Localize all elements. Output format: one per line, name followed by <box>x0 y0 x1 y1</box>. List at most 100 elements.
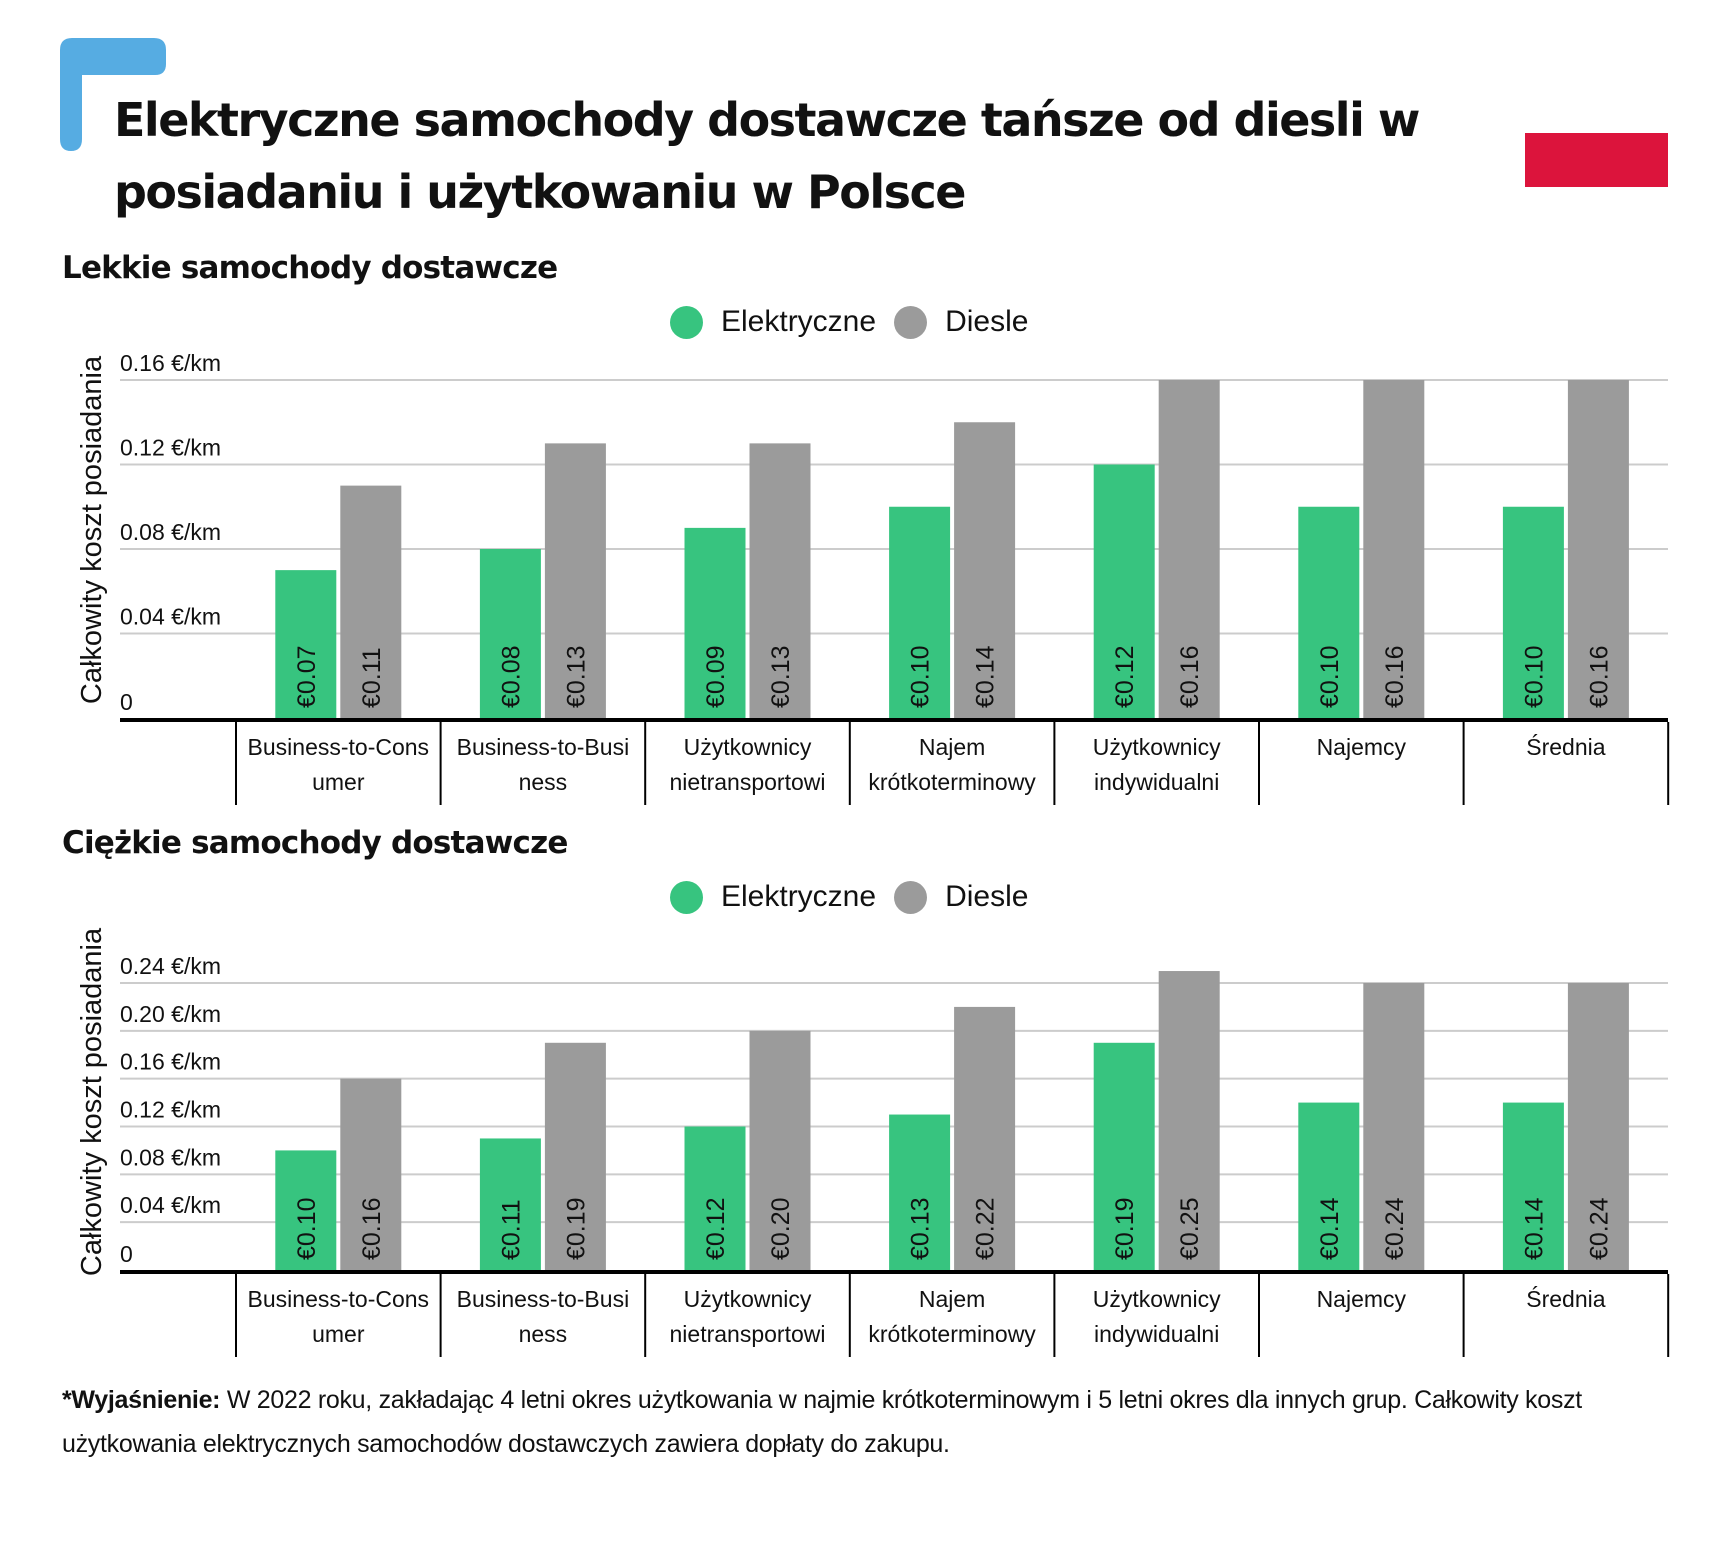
footnote-text: W 2022 roku, zakładając 4 letni okres uż… <box>62 1386 1582 1458</box>
x-tick-label: krótkoterminowy <box>868 769 1036 795</box>
bar-value-label: €0.22 <box>972 1197 1000 1260</box>
x-tick-label: ness <box>519 769 568 795</box>
chart-2-legend: Elektryczne Diesle <box>670 880 1046 914</box>
x-tick-label: Najemcy <box>1317 734 1407 760</box>
bar-value-label: €0.13 <box>907 1197 935 1260</box>
y-tick-label: 0.04 €/km <box>120 604 221 630</box>
bar-value-label: €0.16 <box>1381 645 1409 708</box>
bar-electric <box>1093 464 1155 718</box>
x-tick-label: Business-to-Busi <box>457 1286 630 1312</box>
bar-electric <box>1298 506 1360 718</box>
footnote: *Wyjaśnienie: W 2022 roku, zakładając 4 … <box>62 1378 1682 1466</box>
bar-electric <box>275 570 337 718</box>
bar-diesel <box>1158 380 1220 718</box>
y-tick-label: 0.16 €/km <box>120 350 221 376</box>
bar-value-label: €0.07 <box>293 645 321 708</box>
bar-value-label: €0.09 <box>702 645 730 708</box>
bar-value-label: €0.19 <box>562 1197 590 1260</box>
x-tick-label: Business-to-Cons <box>248 1286 430 1312</box>
bar-value-label: €0.10 <box>1316 645 1344 708</box>
bar-electric <box>275 1150 337 1270</box>
bar-value-label: €0.14 <box>1520 1197 1548 1260</box>
y-tick-label: 0 <box>120 689 133 715</box>
y-tick-label: 0.08 €/km <box>120 519 221 545</box>
bar-value-label: €0.11 <box>497 1199 525 1260</box>
y-tick-label: 0 <box>120 1241 133 1267</box>
chart-2-title: Ciężkie samochody dostawcze <box>62 825 568 861</box>
legend-electric-swatch <box>670 305 703 339</box>
x-tick-label: Najem <box>919 1286 985 1312</box>
bar-value-label: €0.16 <box>1585 645 1613 708</box>
bar-electric <box>889 506 951 718</box>
bar-diesel <box>544 1042 606 1270</box>
poland-flag-icon <box>1525 133 1668 187</box>
bar-value-label: €0.16 <box>358 1197 386 1260</box>
x-tick-label: krótkoterminowy <box>868 1321 1036 1347</box>
x-tick-label: Najemcy <box>1317 1286 1407 1312</box>
x-tick-label: Użytkownicy <box>684 1286 812 1312</box>
bar-electric <box>1298 1102 1360 1270</box>
y-tick-label: 0.16 €/km <box>120 1049 221 1075</box>
bar-diesel <box>1158 971 1220 1270</box>
legend-electric-swatch <box>670 880 703 914</box>
bar-value-label: €0.10 <box>293 1197 321 1260</box>
bar-electric <box>684 1126 746 1270</box>
page-title: Elektryczne samochody dostawcze tańsze o… <box>114 93 1420 219</box>
x-tick-label: Najem <box>919 734 985 760</box>
footnote-label: *Wyjaśnienie: <box>62 1386 221 1414</box>
x-tick-label: ness <box>519 1321 568 1347</box>
bar-electric <box>1502 506 1564 718</box>
legend-electric-label: Elektryczne <box>721 305 877 338</box>
x-tick-label: Business-to-Cons <box>248 734 430 760</box>
bar-electric <box>1502 1102 1564 1270</box>
bar-electric <box>1093 1042 1155 1270</box>
x-tick-label: nietransportowi <box>670 1321 826 1347</box>
light-vans-chart: 0 0.04 €/km 0.08 €/km 0.12 €/km 0.16 €/km Cał… <box>76 350 1670 805</box>
bar-diesel <box>749 443 811 718</box>
y-tick-label: 0.04 €/km <box>120 1192 221 1218</box>
x-tick-label: Średnia <box>1526 1285 1605 1312</box>
bar-electric <box>479 1138 541 1270</box>
y-tick-label: 0.12 €/km <box>120 435 221 461</box>
x-tick-label: Użytkownicy <box>684 734 812 760</box>
x-tick-label: Business-to-Busi <box>457 734 630 760</box>
bar-value-label: €0.24 <box>1585 1197 1613 1260</box>
bar-diesel <box>340 485 402 718</box>
y-tick-label: 0.12 €/km <box>120 1097 221 1123</box>
bar-diesel <box>1363 983 1425 1270</box>
bar-value-label: €0.11 <box>358 647 386 708</box>
legend-diesel-swatch <box>894 880 928 914</box>
bar-diesel <box>340 1078 402 1270</box>
bar-diesel <box>954 422 1016 718</box>
heavy-vans-chart: 0 0.04 €/km 0.08 €/km 0.12 €/km 0.16 €/km 0.2… <box>76 927 1670 1357</box>
bar-value-label: €0.25 <box>1176 1197 1204 1260</box>
brand-corner-icon <box>60 38 166 151</box>
x-tick-label: Użytkownicy <box>1093 1286 1221 1312</box>
bar-electric <box>684 527 746 718</box>
x-tick-label: umer <box>312 769 365 795</box>
bar-value-label: €0.12 <box>702 1197 730 1260</box>
x-tick-label: indywidualni <box>1094 769 1219 795</box>
legend-diesel-swatch <box>894 305 928 339</box>
bar-diesel <box>749 1030 811 1270</box>
legend-electric-label: Elektryczne <box>721 880 877 913</box>
chart-1-title: Lekkie samochody dostawcze <box>62 250 558 286</box>
legend-diesel-label: Diesle <box>945 880 1029 913</box>
y-axis-label: Całkowity koszt posiadania <box>76 355 108 704</box>
bar-value-label: €0.13 <box>767 645 795 708</box>
bar-electric <box>479 549 541 718</box>
bar-value-label: €0.13 <box>562 645 590 708</box>
bar-value-label: €0.20 <box>767 1197 795 1260</box>
bar-value-label: €0.08 <box>497 645 525 708</box>
bar-diesel <box>1567 380 1629 718</box>
x-tick-label: indywidualni <box>1094 1321 1219 1347</box>
x-tick-label: umer <box>312 1321 365 1347</box>
bar-value-label: €0.10 <box>907 645 935 708</box>
y-tick-label: 0.08 €/km <box>120 1144 221 1170</box>
bar-diesel <box>1567 983 1629 1270</box>
bar-value-label: €0.12 <box>1111 645 1139 708</box>
x-tick-label: Średnia <box>1526 733 1605 760</box>
bar-value-label: €0.14 <box>1316 1197 1344 1260</box>
bar-value-label: €0.10 <box>1520 645 1548 708</box>
bar-electric <box>889 1114 951 1270</box>
